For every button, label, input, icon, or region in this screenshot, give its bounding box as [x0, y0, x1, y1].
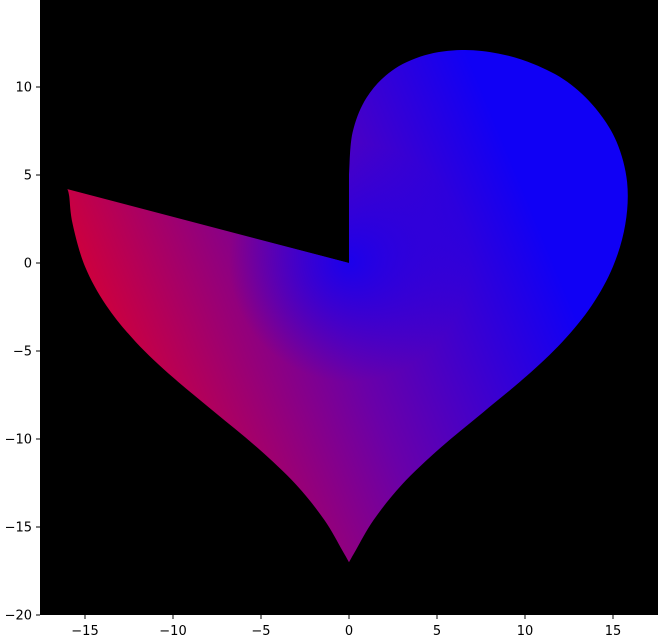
y-tick-label: 10: [15, 81, 32, 96]
y-tick-label: −10: [5, 433, 32, 448]
y-tick-label: 5: [24, 169, 32, 184]
x-tick-label: 15: [605, 624, 622, 639]
y-axis-ticks: −20 −15 −10 −5 0 5 10: [5, 81, 40, 624]
x-tick-label: −15: [71, 624, 98, 639]
heart-center-glow: [67, 49, 628, 563]
x-tick-label: 10: [517, 624, 534, 639]
axes-group: −15 −10 −5 0 5 10 15 −20 −15 −10 −5 0 5 10: [5, 81, 622, 639]
y-tick-label: −20: [5, 609, 32, 624]
y-tick-label: −15: [5, 521, 32, 536]
heart-shape-group: [67, 49, 628, 563]
x-axis-ticks: −15 −10 −5 0 5 10 15: [71, 615, 621, 639]
x-tick-label: 0: [345, 624, 353, 639]
y-tick-label: 0: [24, 257, 32, 272]
y-tick-label: −5: [13, 345, 32, 360]
x-tick-label: −5: [251, 624, 270, 639]
x-tick-label: 5: [433, 624, 441, 639]
x-tick-label: −10: [159, 624, 186, 639]
